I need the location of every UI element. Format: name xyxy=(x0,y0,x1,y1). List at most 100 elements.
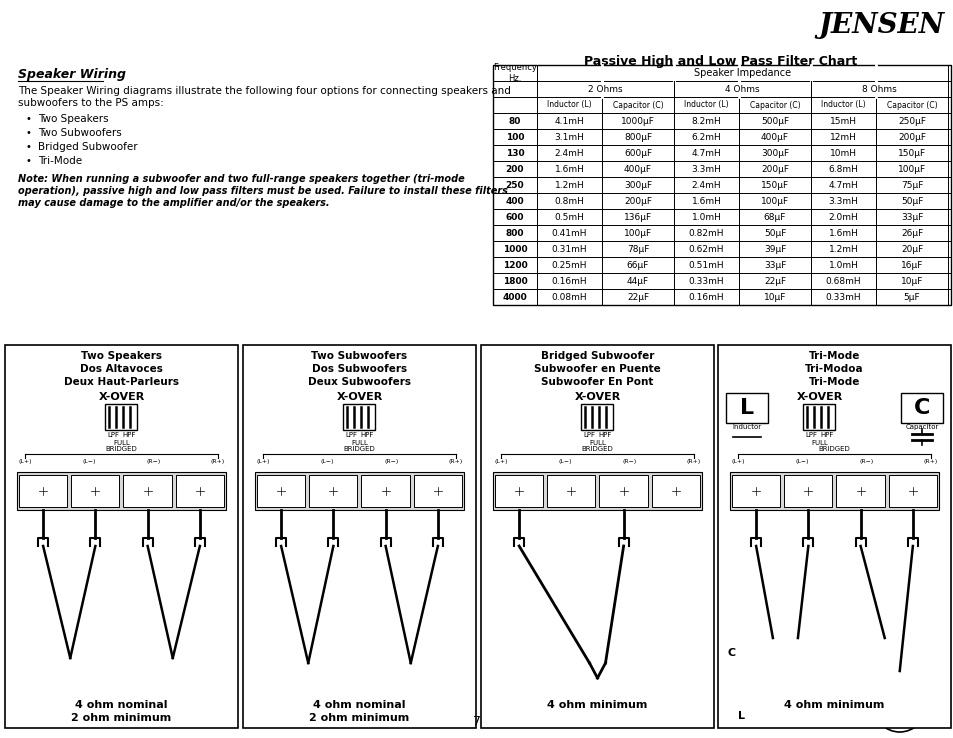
Text: 8 Ohms: 8 Ohms xyxy=(862,84,896,94)
Text: 400μF: 400μF xyxy=(623,165,651,173)
Text: 3.3mH: 3.3mH xyxy=(828,196,858,205)
Circle shape xyxy=(408,666,413,670)
Text: 2.4mH: 2.4mH xyxy=(691,181,720,190)
Text: Deux Subwoofers: Deux Subwoofers xyxy=(308,377,411,387)
Text: 50μF: 50μF xyxy=(763,229,785,238)
Text: 0.82mH: 0.82mH xyxy=(688,229,723,238)
Text: 400: 400 xyxy=(505,196,524,205)
Text: 800μF: 800μF xyxy=(623,133,652,142)
Text: HPF: HPF xyxy=(122,432,135,438)
Text: 4.1mH: 4.1mH xyxy=(554,117,584,125)
Text: Capacitor (C): Capacitor (C) xyxy=(612,100,662,109)
Text: (L+): (L+) xyxy=(731,459,744,464)
Text: (L−): (L−) xyxy=(795,459,808,464)
Text: 4 ohm nominal: 4 ohm nominal xyxy=(75,700,168,710)
Text: 0.25mH: 0.25mH xyxy=(551,261,587,269)
Text: FULL: FULL xyxy=(351,440,368,446)
Circle shape xyxy=(171,666,174,670)
Text: Two Speakers: Two Speakers xyxy=(38,114,109,124)
Text: BRIDGED: BRIDGED xyxy=(581,446,613,452)
Text: 4 Ohms: 4 Ohms xyxy=(724,84,759,94)
Text: operation), passive high and low pass filters must be used. Failure to install t: operation), passive high and low pass fi… xyxy=(18,186,507,196)
Text: 130: 130 xyxy=(505,148,524,157)
Text: Tri-Mode: Tri-Mode xyxy=(808,377,860,387)
Text: 200μF: 200μF xyxy=(760,165,788,173)
Text: 2 Ohms: 2 Ohms xyxy=(588,84,622,94)
Text: (L−): (L−) xyxy=(320,459,334,464)
Text: Dos Subwoofers: Dos Subwoofers xyxy=(312,364,407,374)
Text: 10μF: 10μF xyxy=(763,292,785,302)
Text: 250: 250 xyxy=(505,181,524,190)
Text: 0.68mH: 0.68mH xyxy=(825,277,861,286)
Text: Subwoofer En Pont: Subwoofer En Pont xyxy=(540,377,653,387)
Text: (R+): (R+) xyxy=(923,459,937,464)
Text: JENSEN: JENSEN xyxy=(817,12,943,39)
Bar xyxy=(598,475,647,507)
Text: Bridged Subwoofer: Bridged Subwoofer xyxy=(38,142,137,152)
Text: (L−): (L−) xyxy=(83,459,96,464)
Text: 100μF: 100μF xyxy=(760,196,788,205)
Text: 50μF: 50μF xyxy=(900,196,923,205)
Text: 0.5mH: 0.5mH xyxy=(554,213,584,221)
Bar xyxy=(729,472,938,510)
Text: C: C xyxy=(913,398,929,418)
Text: Speaker Wiring: Speaker Wiring xyxy=(18,68,126,81)
Text: 200: 200 xyxy=(505,165,524,173)
Text: 16μF: 16μF xyxy=(900,261,923,269)
Text: Subwoofer en Puente: Subwoofer en Puente xyxy=(534,364,660,374)
Text: 100μF: 100μF xyxy=(623,229,652,238)
Text: 6.8mH: 6.8mH xyxy=(828,165,858,173)
Bar xyxy=(493,472,701,510)
Bar xyxy=(5,345,237,728)
Text: 1.0mH: 1.0mH xyxy=(691,213,720,221)
Bar xyxy=(581,404,613,430)
Text: 0.31mH: 0.31mH xyxy=(551,244,587,253)
Bar xyxy=(480,345,713,728)
Bar xyxy=(731,475,780,507)
Text: X-OVER: X-OVER xyxy=(98,392,145,402)
Text: Inductor (L): Inductor (L) xyxy=(821,100,865,109)
Bar xyxy=(414,475,461,507)
Bar xyxy=(343,404,375,430)
Text: BRIDGED: BRIDGED xyxy=(106,446,137,452)
Circle shape xyxy=(595,683,599,689)
Text: L: L xyxy=(738,711,744,721)
Text: 4.7mH: 4.7mH xyxy=(691,148,720,157)
Bar xyxy=(783,475,832,507)
Text: Deux Haut-Parleurs: Deux Haut-Parleurs xyxy=(64,377,179,387)
Text: 15mH: 15mH xyxy=(829,117,856,125)
Text: BRIDGED: BRIDGED xyxy=(343,446,375,452)
Bar xyxy=(725,393,767,423)
Text: 300μF: 300μF xyxy=(623,181,652,190)
Text: 800: 800 xyxy=(505,229,524,238)
Bar xyxy=(175,475,224,507)
Text: 22μF: 22μF xyxy=(626,292,648,302)
Text: 3.3mH: 3.3mH xyxy=(691,165,720,173)
Text: BRIDGED: BRIDGED xyxy=(818,446,849,452)
Text: 0.16mH: 0.16mH xyxy=(551,277,587,286)
Text: 1800: 1800 xyxy=(502,277,527,286)
Text: 100: 100 xyxy=(505,133,524,142)
Text: Two Speakers: Two Speakers xyxy=(81,351,162,361)
Text: 0.08mH: 0.08mH xyxy=(551,292,587,302)
Text: 8.2mH: 8.2mH xyxy=(691,117,720,125)
Bar xyxy=(495,475,542,507)
Text: FULL: FULL xyxy=(810,440,827,446)
Circle shape xyxy=(306,666,310,670)
Text: LPF: LPF xyxy=(345,432,357,438)
Text: FULL: FULL xyxy=(113,440,130,446)
Text: 1000μF: 1000μF xyxy=(620,117,655,125)
Text: 100μF: 100μF xyxy=(897,165,925,173)
Text: 4000: 4000 xyxy=(502,292,527,302)
Text: 1.6mH: 1.6mH xyxy=(554,165,584,173)
Text: 5μF: 5μF xyxy=(902,292,920,302)
Bar xyxy=(493,65,950,305)
Text: X-OVER: X-OVER xyxy=(336,392,382,402)
Bar xyxy=(254,472,463,510)
Text: (R+): (R+) xyxy=(449,459,462,464)
Text: 0.33mH: 0.33mH xyxy=(825,292,861,302)
Text: Tri-Modoa: Tri-Modoa xyxy=(804,364,862,374)
Text: 12mH: 12mH xyxy=(829,133,856,142)
Text: 3.1mH: 3.1mH xyxy=(554,133,584,142)
Text: 44μF: 44μF xyxy=(626,277,648,286)
